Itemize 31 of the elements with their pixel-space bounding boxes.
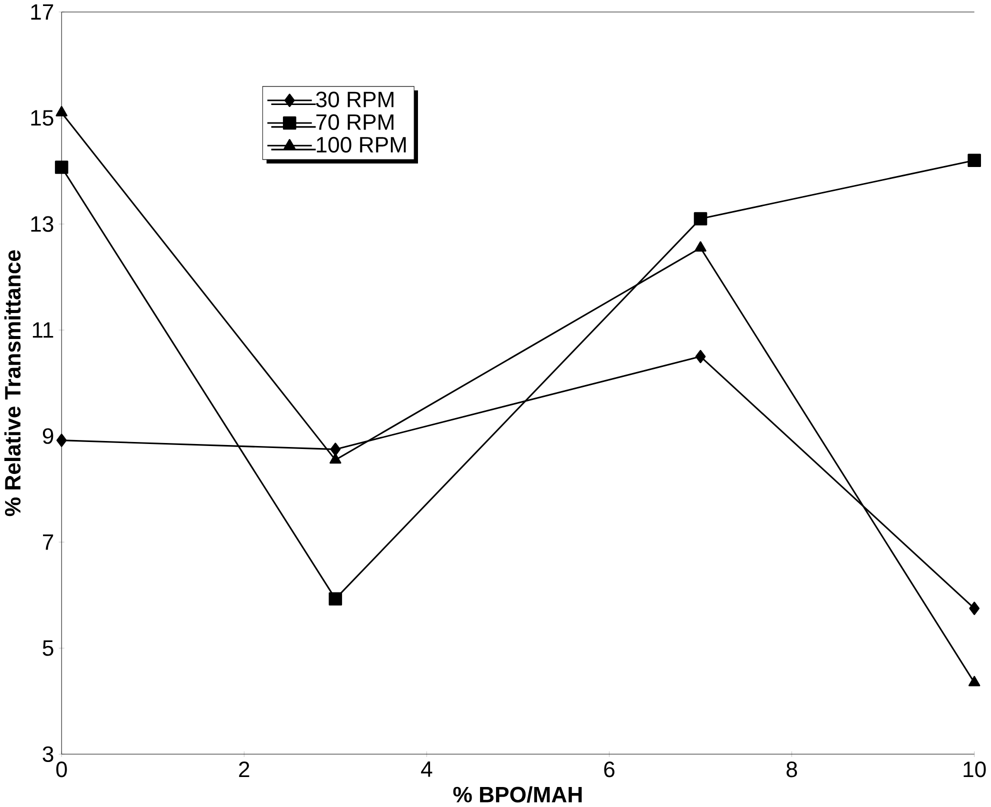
y-axis-title: % Relative Transmittance bbox=[4, 250, 21, 516]
y-tick-label: 11 bbox=[32, 322, 54, 338]
legend-label: 70 RPM bbox=[316, 114, 394, 130]
point bbox=[969, 602, 980, 616]
point bbox=[330, 453, 342, 464]
x-tick-label: 2 bbox=[239, 762, 250, 778]
x-tick-label: 0 bbox=[56, 762, 67, 778]
x-tick-label: 6 bbox=[604, 762, 614, 778]
x-tick-label: 8 bbox=[786, 762, 797, 778]
x-tick-label: 10 bbox=[964, 762, 986, 778]
y-tick-label: 7 bbox=[43, 534, 54, 550]
y-tick-label: 15 bbox=[31, 110, 54, 126]
point bbox=[695, 350, 706, 364]
legend-label: 100 RPM bbox=[316, 136, 406, 153]
y-tick-label: 13 bbox=[31, 216, 54, 232]
x-axis-title: % BPO/MAH bbox=[453, 786, 582, 803]
point bbox=[56, 434, 67, 447]
y-tick-label: 9 bbox=[42, 428, 54, 444]
legend-label: 30 RPM bbox=[316, 92, 394, 108]
point bbox=[330, 442, 341, 456]
point bbox=[54, 160, 68, 174]
point bbox=[694, 241, 706, 252]
y-tick-label: 17 bbox=[31, 4, 54, 20]
point bbox=[328, 592, 342, 606]
point bbox=[968, 676, 980, 686]
y-tick-label: 5 bbox=[42, 640, 54, 656]
point bbox=[968, 154, 981, 168]
x-tick-label: 4 bbox=[421, 762, 432, 777]
point bbox=[694, 212, 708, 226]
y-tick-label: 3 bbox=[42, 746, 54, 762]
point bbox=[56, 106, 68, 116]
